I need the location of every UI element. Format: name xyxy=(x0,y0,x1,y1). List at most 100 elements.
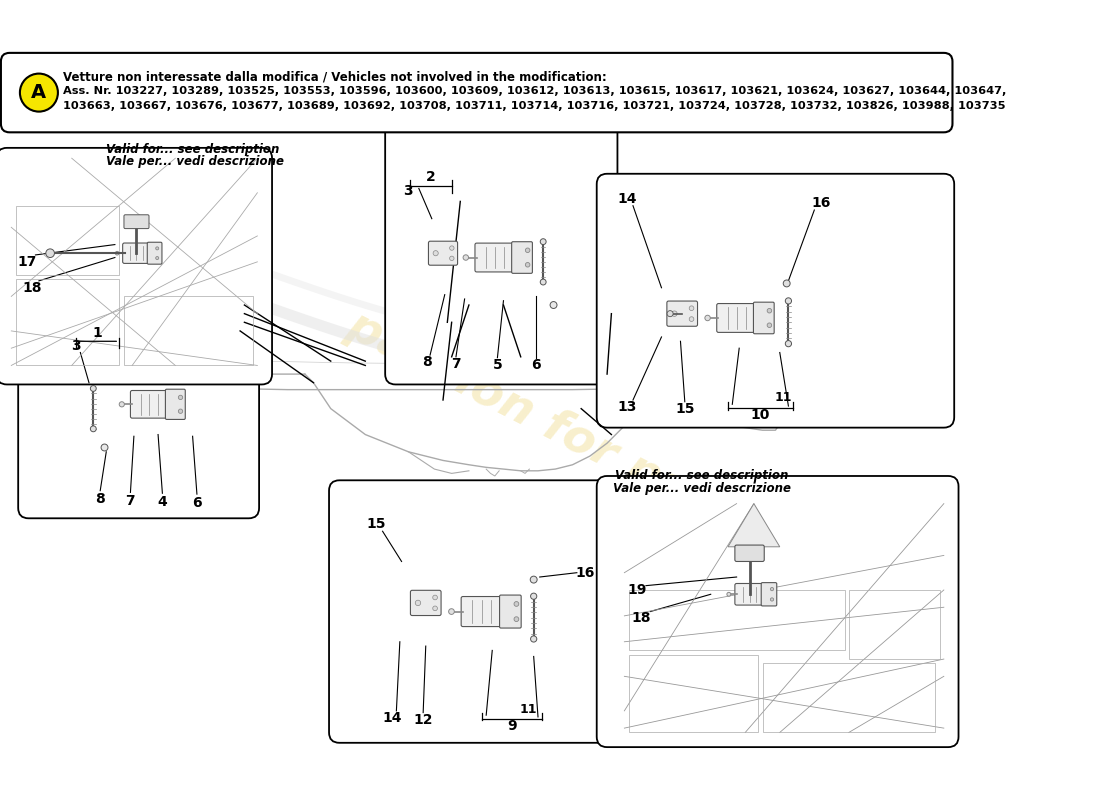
FancyBboxPatch shape xyxy=(124,214,148,229)
Bar xyxy=(15,206,119,274)
Bar xyxy=(123,296,253,366)
Bar xyxy=(849,590,939,659)
Text: 5: 5 xyxy=(493,358,503,371)
Text: 8: 8 xyxy=(421,355,431,369)
Circle shape xyxy=(672,311,678,316)
Circle shape xyxy=(770,598,773,601)
FancyBboxPatch shape xyxy=(19,299,260,518)
Text: Valid for... see description: Valid for... see description xyxy=(107,142,279,156)
Text: 10: 10 xyxy=(750,408,770,422)
FancyBboxPatch shape xyxy=(147,242,162,264)
Circle shape xyxy=(526,262,530,267)
Circle shape xyxy=(116,251,119,255)
Circle shape xyxy=(432,595,438,600)
Text: 1: 1 xyxy=(92,326,102,340)
FancyBboxPatch shape xyxy=(735,583,764,605)
Circle shape xyxy=(46,249,54,258)
Circle shape xyxy=(463,255,469,260)
FancyBboxPatch shape xyxy=(499,595,521,628)
Text: Vale per... vedi descrizione: Vale per... vedi descrizione xyxy=(613,482,791,495)
Circle shape xyxy=(178,409,183,414)
FancyBboxPatch shape xyxy=(761,582,777,606)
FancyBboxPatch shape xyxy=(1,53,953,132)
Text: 9: 9 xyxy=(507,719,517,734)
Text: Vetture non interessate dalla modifica / Vehicles not involved in the modificati: Vetture non interessate dalla modifica /… xyxy=(63,70,607,83)
FancyBboxPatch shape xyxy=(123,243,151,263)
Circle shape xyxy=(433,250,438,256)
FancyBboxPatch shape xyxy=(512,242,532,274)
Circle shape xyxy=(690,306,694,310)
Text: A: A xyxy=(31,83,46,102)
Text: 15: 15 xyxy=(366,518,386,531)
Text: 13: 13 xyxy=(617,400,637,414)
Circle shape xyxy=(767,309,772,313)
Text: 14: 14 xyxy=(617,192,637,206)
FancyBboxPatch shape xyxy=(0,148,272,385)
Circle shape xyxy=(178,395,183,399)
Text: 14: 14 xyxy=(383,710,402,725)
FancyBboxPatch shape xyxy=(131,390,168,418)
Circle shape xyxy=(783,280,790,287)
Circle shape xyxy=(690,317,694,322)
Circle shape xyxy=(432,606,438,610)
Text: 7: 7 xyxy=(125,494,135,508)
Text: 18: 18 xyxy=(631,610,651,625)
Circle shape xyxy=(450,246,454,250)
Text: 6: 6 xyxy=(192,496,201,510)
Bar xyxy=(629,590,845,650)
Circle shape xyxy=(156,247,158,250)
Circle shape xyxy=(667,310,673,317)
Text: 6: 6 xyxy=(531,358,541,371)
FancyBboxPatch shape xyxy=(735,545,764,562)
Text: 11: 11 xyxy=(520,702,537,716)
FancyBboxPatch shape xyxy=(596,476,958,747)
FancyBboxPatch shape xyxy=(596,174,954,428)
FancyBboxPatch shape xyxy=(165,390,185,419)
FancyBboxPatch shape xyxy=(461,597,503,626)
Circle shape xyxy=(156,257,158,259)
Circle shape xyxy=(530,636,537,642)
FancyBboxPatch shape xyxy=(410,590,441,615)
Text: 11: 11 xyxy=(774,391,792,404)
Circle shape xyxy=(119,402,124,407)
Text: 15: 15 xyxy=(675,402,694,416)
Circle shape xyxy=(90,426,96,432)
Polygon shape xyxy=(728,504,780,546)
Text: 19: 19 xyxy=(628,583,647,597)
Circle shape xyxy=(767,323,772,327)
Circle shape xyxy=(449,609,454,614)
Circle shape xyxy=(770,587,773,590)
Circle shape xyxy=(514,617,519,622)
Text: 16: 16 xyxy=(575,566,595,580)
Circle shape xyxy=(705,315,711,321)
Circle shape xyxy=(416,600,420,606)
Circle shape xyxy=(785,341,792,346)
Text: 3: 3 xyxy=(72,339,80,354)
Circle shape xyxy=(90,386,96,391)
Text: 12: 12 xyxy=(414,714,433,727)
Text: 7: 7 xyxy=(451,357,461,370)
Bar xyxy=(629,654,758,733)
Text: 4: 4 xyxy=(157,495,167,509)
Text: 16: 16 xyxy=(812,196,830,210)
Text: 103663, 103667, 103676, 103677, 103689, 103692, 103708, 103711, 103714, 103716, : 103663, 103667, 103676, 103677, 103689, … xyxy=(63,102,1005,111)
Circle shape xyxy=(550,302,557,309)
Circle shape xyxy=(20,74,58,111)
Circle shape xyxy=(785,298,792,304)
FancyBboxPatch shape xyxy=(717,303,757,332)
Text: 8: 8 xyxy=(96,492,106,506)
Circle shape xyxy=(514,602,519,606)
Text: passion for parts since: passion for parts since xyxy=(340,302,901,618)
Circle shape xyxy=(450,256,454,261)
FancyBboxPatch shape xyxy=(385,118,617,385)
Text: 18: 18 xyxy=(22,281,42,294)
Circle shape xyxy=(526,248,530,253)
FancyBboxPatch shape xyxy=(667,301,697,326)
Text: Vale per... vedi descrizione: Vale per... vedi descrizione xyxy=(107,154,284,168)
Text: 3: 3 xyxy=(403,184,412,198)
Bar xyxy=(762,663,935,733)
FancyBboxPatch shape xyxy=(428,242,458,266)
Circle shape xyxy=(540,238,546,245)
Text: 2: 2 xyxy=(426,170,436,184)
Text: 17: 17 xyxy=(18,255,36,269)
